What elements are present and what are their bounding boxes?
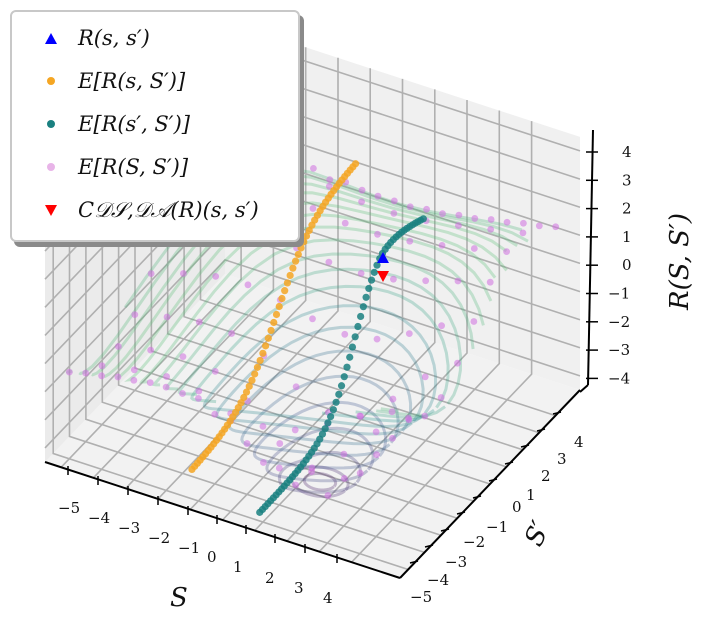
z-tick-label: 4 <box>622 143 632 161</box>
x-tick-label: −2 <box>148 529 170 547</box>
z-tick-label: 2 <box>622 200 632 218</box>
z-axis-title: R(S, S′) <box>665 213 695 311</box>
x-tick-label: 2 <box>265 569 275 587</box>
triangle-up-icon <box>377 252 389 263</box>
z-tick-label: 0 <box>622 256 632 274</box>
legend-item-expected-reward-s: E[R(s, S′)] <box>12 63 185 99</box>
triangle-down-icon <box>377 271 389 282</box>
legend-label: E[R(s′, S′)] <box>78 112 190 136</box>
series-expected-reward-grid <box>65 157 560 499</box>
legend-label: R(s, s′) <box>78 26 150 50</box>
x-tick-label: −3 <box>118 519 140 537</box>
x-tick-label: 4 <box>323 589 333 607</box>
surface-contours <box>65 165 529 499</box>
z-tick-label: 3 <box>622 171 632 189</box>
series-expected-reward-s-prime <box>256 215 427 516</box>
x-tick-label: −4 <box>88 509 110 527</box>
x-axis-ticks: −5 −4 −3 −2 −1 01 2 3 4 <box>58 466 338 607</box>
y-tick-label: 2 <box>541 467 551 485</box>
x-tick-label: −1 <box>178 539 200 557</box>
y-tick-label: −2 <box>463 533 485 551</box>
y-tick-label: 3 <box>557 450 567 468</box>
x-tick-label: −5 <box>58 499 80 517</box>
z-tick-label: −1 <box>608 285 630 303</box>
z-tick-label: −2 <box>608 313 630 331</box>
x-tick-label: 0 <box>207 548 217 566</box>
legend-item-canonicalized-reward: C𝒟𝒮,𝒟𝒜(R)(s, s′) <box>12 192 259 228</box>
series-expected-reward-s <box>188 160 360 474</box>
x-tick-label: 1 <box>233 558 243 576</box>
axis-lines <box>44 129 594 579</box>
legend-item-expected-reward-grid: E[R(S, S′)] <box>12 149 188 185</box>
y-tick-label: 0 <box>512 498 522 516</box>
y-tick-label: −4 <box>427 571 449 589</box>
legend-item-reward: R(s, s′) <box>12 20 150 56</box>
y-tick-label: −3 <box>445 553 467 571</box>
dot-icon <box>47 120 55 128</box>
legend-item-expected-reward-s-prime: E[R(s′, S′)] <box>12 106 190 142</box>
y-tick-label: 1 <box>526 486 536 504</box>
z-axis-ticks: 4 3 2 1 0 −1 −2 −3 −4 <box>586 143 632 387</box>
point-markers <box>377 252 389 282</box>
y-axis-title: S′ <box>519 517 556 551</box>
x-axis-title: S <box>170 583 188 613</box>
x-tick-label: 3 <box>294 579 304 597</box>
y-tick-label: −1 <box>486 518 508 536</box>
z-tick-label: −4 <box>608 369 630 387</box>
dot-icon <box>47 163 55 171</box>
legend-label: C𝒟𝒮,𝒟𝒜(R)(s, s′) <box>78 197 259 222</box>
triangle-down-icon <box>45 204 57 216</box>
z-tick-label: −3 <box>608 341 630 359</box>
legend-label: E[R(S, S′)] <box>78 155 189 179</box>
triangle-up-icon <box>45 32 57 44</box>
y-tick-label: −5 <box>410 588 432 606</box>
y-tick-label: 4 <box>574 433 584 451</box>
z-tick-label: 1 <box>622 228 632 246</box>
legend: R(s, s′) E[R(s, S′)] E[R(s′, S′)] E[R(S,… <box>10 10 300 242</box>
legend-label: E[R(s, S′)] <box>78 69 186 93</box>
dot-icon <box>47 77 55 85</box>
